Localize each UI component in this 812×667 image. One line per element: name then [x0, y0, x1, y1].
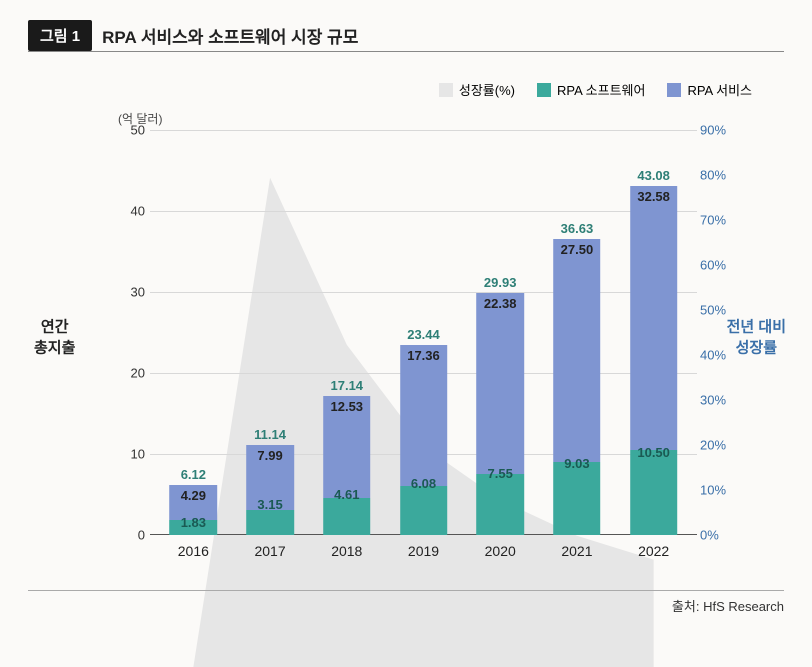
gridline	[150, 130, 697, 131]
bar-service	[476, 293, 524, 474]
y2-tick: 50%	[700, 303, 740, 318]
swatch-growth-icon	[439, 83, 453, 97]
legend-software-label: RPA 소프트웨어	[557, 80, 645, 99]
y1-tick: 50	[113, 123, 145, 138]
label-total: 43.08	[630, 168, 678, 183]
label-total: 36.63	[553, 221, 601, 236]
legend-software: RPA 소프트웨어	[537, 80, 645, 99]
label-service: 27.50	[553, 242, 601, 257]
bar-group: 43.0832.5810.50	[630, 186, 678, 535]
label-total: 6.12	[170, 467, 218, 482]
x-tick: 2017	[254, 543, 285, 559]
label-software: 9.03	[553, 456, 601, 471]
x-tick: 2016	[178, 543, 209, 559]
source-text: 출처: HfS Research	[672, 596, 784, 615]
x-tick: 2018	[331, 543, 362, 559]
y1-tick: 20	[113, 366, 145, 381]
y1-axis-label: 연간총지출	[34, 316, 75, 360]
bar-group: 11.147.993.15	[246, 445, 294, 535]
y1-tick: 10	[113, 447, 145, 462]
bar-service	[553, 239, 601, 462]
bar-group: 23.4417.366.08	[400, 345, 448, 535]
label-service: 32.58	[630, 189, 678, 204]
gridline	[150, 292, 697, 293]
x-tick: 2019	[408, 543, 439, 559]
chart-header: 그림 1 RPA 서비스와 소프트웨어 시장 규모	[28, 20, 784, 52]
label-service: 4.29	[170, 488, 218, 503]
label-total: 11.14	[246, 427, 294, 442]
y1-tick: 30	[113, 285, 145, 300]
y2-tick: 10%	[700, 483, 740, 498]
label-service: 12.53	[323, 399, 371, 414]
legend-growth-label: 성장률(%)	[459, 80, 515, 99]
y2-tick: 70%	[700, 213, 740, 228]
y2-tick: 90%	[700, 123, 740, 138]
y2-tick: 80%	[700, 168, 740, 183]
chart-area: (억 달러) 연간총지출 전년 대비성장률 010203040500%10%20…	[40, 110, 772, 565]
gridline	[150, 211, 697, 212]
figure-badge: 그림 1	[28, 20, 92, 51]
x-tick: 2020	[485, 543, 516, 559]
label-software: 4.61	[323, 487, 371, 502]
chart-title: RPA 서비스와 소프트웨어 시장 규모	[102, 23, 358, 48]
legend-service-label: RPA 서비스	[687, 80, 752, 99]
label-service: 22.38	[476, 296, 524, 311]
y1-tick: 0	[113, 528, 145, 543]
bar-service	[630, 186, 678, 450]
legend-service: RPA 서비스	[667, 80, 752, 99]
bar-software	[630, 450, 678, 535]
plot-region: 010203040500%10%20%30%40%50%60%70%80%90%…	[155, 130, 692, 535]
swatch-software-icon	[537, 83, 551, 97]
y1-tick: 40	[113, 204, 145, 219]
y2-tick: 60%	[700, 257, 740, 272]
legend-growth: 성장률(%)	[439, 80, 515, 99]
label-software: 1.83	[170, 515, 218, 530]
label-software: 10.50	[630, 445, 678, 460]
bar-software	[476, 474, 524, 535]
bar-group: 29.9322.387.55	[476, 293, 524, 535]
chart-legend: 성장률(%) RPA 소프트웨어 RPA 서비스	[0, 80, 752, 99]
label-service: 7.99	[246, 448, 294, 463]
bar-service	[400, 345, 448, 486]
y2-tick: 0%	[700, 528, 740, 543]
bar-software	[323, 498, 371, 535]
x-tick: 2021	[561, 543, 592, 559]
y2-tick: 40%	[700, 348, 740, 363]
label-total: 29.93	[476, 275, 524, 290]
label-software: 7.55	[476, 466, 524, 481]
bar-group: 36.6327.509.03	[553, 239, 601, 535]
footer-divider	[28, 590, 784, 591]
y2-tick: 20%	[700, 438, 740, 453]
bar-software	[400, 486, 448, 535]
x-tick: 2022	[638, 543, 669, 559]
label-software: 6.08	[400, 476, 448, 491]
swatch-service-icon	[667, 83, 681, 97]
label-software: 3.15	[246, 497, 294, 512]
label-total: 17.14	[323, 378, 371, 393]
bar-group: 17.1412.534.61	[323, 396, 371, 535]
label-total: 23.44	[400, 327, 448, 342]
bar-software	[246, 510, 294, 536]
y2-tick: 30%	[700, 392, 740, 407]
bar-software	[553, 462, 601, 535]
bar-group: 6.124.291.83	[170, 485, 218, 535]
label-service: 17.36	[400, 348, 448, 363]
